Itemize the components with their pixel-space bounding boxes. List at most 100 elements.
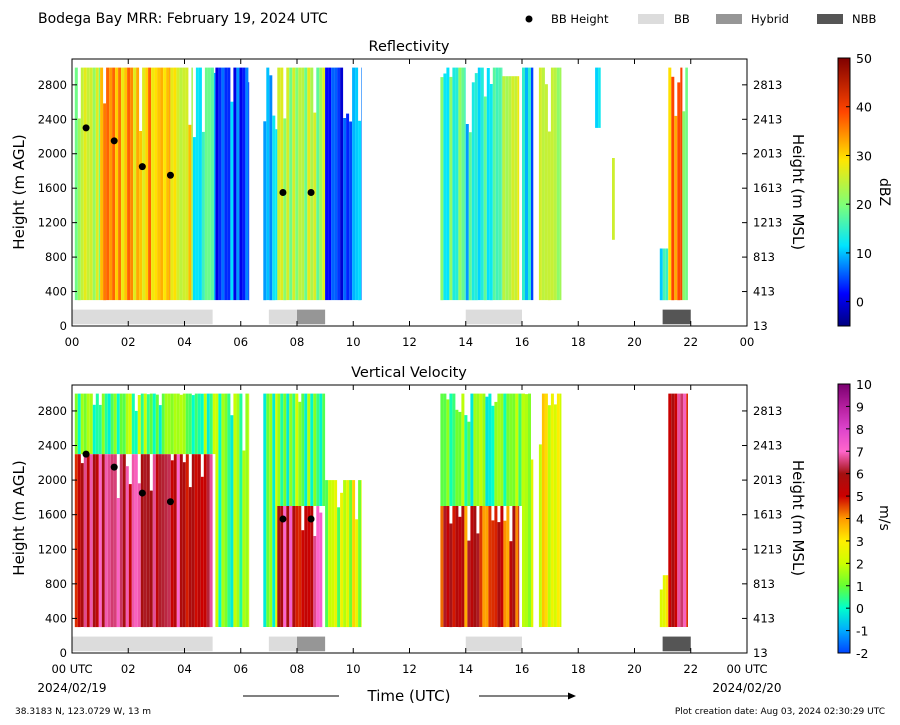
bb-height-marker [82,450,90,458]
echo-streak [553,67,557,301]
echo-streak [179,394,183,455]
colorbar-tick-label: 3 [856,534,864,549]
echo-streak [218,67,222,301]
echo-streak [515,393,519,506]
bb-height-marker [279,189,287,196]
echo-streak [137,483,141,627]
bb-class-band-bb [268,636,297,652]
echo-streak [134,410,138,455]
echo-streak [213,72,216,301]
echo-streak [304,506,308,627]
colorbar-tick-label: 20 [856,197,872,212]
echo-streak [128,484,132,627]
echo-streak [100,67,104,301]
echo-streak [665,575,669,628]
figure-title: Bodega Bay MRR: February 19, 2024 UTC [38,11,328,27]
echo-streak [522,67,525,301]
legend-nbb-swatch [817,14,843,24]
echo-streak [464,506,468,627]
echo-streak [612,158,615,240]
echo-streak [152,393,156,455]
echo-streak [295,393,299,506]
echo-streak [83,454,87,628]
echo-streak [541,67,545,301]
echo-streak [458,67,462,301]
velocity-colorbar-ticks: -2 -1 0 1 2 3 4 5 6 7 8 9 10 [846,377,872,661]
echo-streak [89,454,93,628]
echo-streak [541,393,545,627]
echo-streak [122,393,126,455]
echo-streak [164,454,168,628]
echo-streak [659,248,663,301]
echo-streak [298,506,302,627]
x-tick-label: 04 [177,662,192,676]
echo-streak [322,393,326,506]
echo-streak [464,415,468,507]
echo-streak [470,506,474,627]
echo-streak [192,137,196,301]
x-tick-label: 06 [233,335,248,349]
echo-streak [455,67,459,301]
echo-streak [474,73,478,301]
echo-streak [319,512,323,628]
echo-streak [173,454,177,628]
echo-streak [512,393,516,506]
y-tick-label: 400 [45,611,67,625]
x-axis-label: Time (UTC) [367,687,451,705]
echo-streak [160,67,164,301]
echo-streak [443,393,447,506]
echo-streak [473,506,477,627]
echo-streak [146,454,150,628]
echo-streak [236,67,240,301]
echo-streak [116,498,120,628]
bb-height-marker [166,171,174,179]
echo-streak [143,393,147,455]
y2-tick-label: 2013 [753,147,782,161]
echo-streak [182,67,186,301]
echo-streak [677,82,681,301]
bb-class-band-bb [72,309,213,325]
echo-streak [349,480,353,628]
echo-streak [176,393,180,455]
echo-streak [331,67,335,301]
echo-streak [544,84,548,301]
echo-streak [328,480,332,628]
echo-streak [158,454,162,628]
reflectivity-bb-bands [72,309,691,325]
echo-streak [313,536,317,628]
echo-streak [125,466,129,628]
velocity-bb-bands [72,636,691,652]
echo-streak [245,67,249,301]
echo-streak [155,454,159,628]
echo-streak [449,523,453,628]
echo-streak [304,393,308,506]
echo-streak [340,67,344,301]
echo-streak [505,76,509,301]
y2-tick-label: 2413 [753,439,782,453]
echo-streak [508,76,512,301]
echo-streak [203,393,207,455]
echo-streak [125,393,129,455]
colorbar-tick-label: 10 [856,377,872,392]
y2-tick-label: 2813 [753,78,782,92]
y-tick-label: 2800 [38,78,67,92]
plot-creation-date: Plot creation date: Aug 03, 2024 02:30:2… [675,707,885,717]
echo-streak [98,67,101,301]
echo-streak [110,454,114,628]
echo-streak [461,393,465,506]
echo-streak [531,459,534,628]
echo-streak [522,393,525,627]
echo-streak [221,67,225,301]
echo-streak [458,411,462,506]
echo-streak [355,67,359,301]
echo-streak [346,113,350,301]
echo-streak [310,506,314,627]
echo-streak [215,393,219,627]
echo-streak [248,82,250,301]
echo-streak [683,393,687,627]
echo-streak [115,67,119,301]
echo-streak [494,401,498,506]
dbz-colorbar-ticks: 0 10 20 30 40 50 [846,51,872,310]
echo-streak [140,393,144,455]
echo-streak [245,393,249,627]
